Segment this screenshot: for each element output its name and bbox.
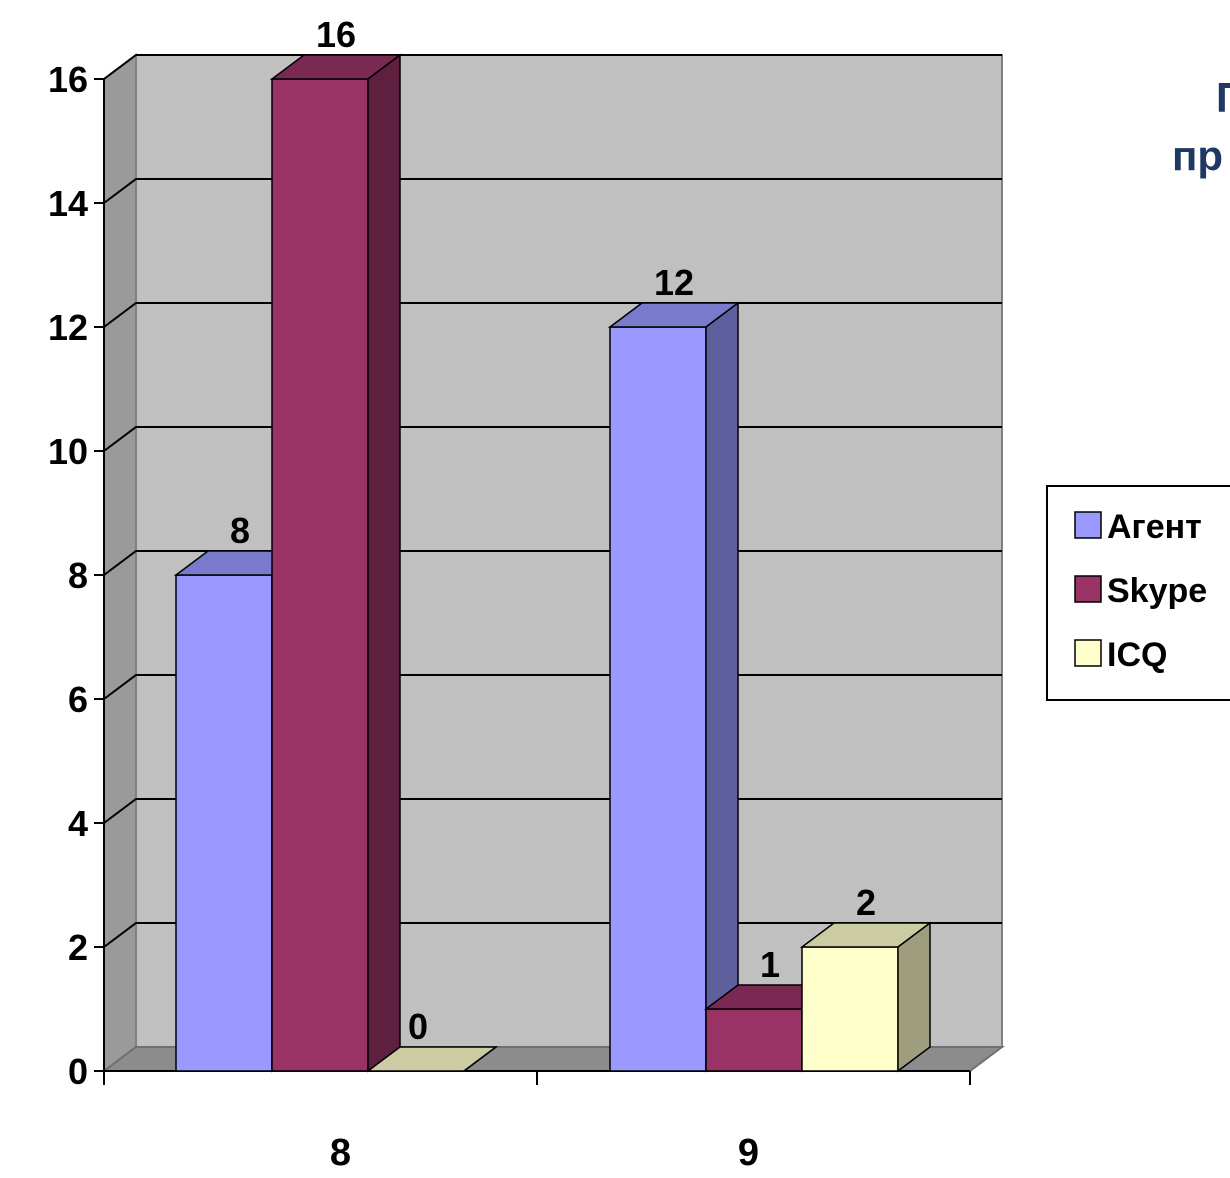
gridline <box>103 178 1002 204</box>
bar-side <box>897 921 931 1073</box>
bar-side <box>705 301 739 1073</box>
y-tick-label: 6 <box>68 679 88 720</box>
legend-swatch <box>1074 639 1102 667</box>
x-category-label: 9 <box>738 1132 759 1173</box>
y-tick-label: 14 <box>48 183 88 224</box>
title-fragment: пр <box>1172 132 1223 179</box>
bar-ICQ-9 <box>799 921 933 1073</box>
data-label: 0 <box>408 1006 428 1047</box>
y-tick-label: 16 <box>48 59 88 100</box>
bar-front <box>801 946 899 1072</box>
legend-label: Skype <box>1107 572 1207 610</box>
bar-Агент-9 <box>607 301 741 1073</box>
bar-front <box>271 78 369 1072</box>
data-label: 12 <box>654 262 694 303</box>
bar-Skype-8 <box>269 53 403 1073</box>
x-category-label: 8 <box>330 1132 351 1173</box>
gridline <box>103 54 1002 80</box>
legend: Агент Skype ICQ <box>1046 485 1230 701</box>
bar-side <box>367 53 401 1073</box>
bars <box>173 53 933 1073</box>
legend-label: ICQ <box>1107 636 1167 674</box>
data-label: 16 <box>316 14 356 55</box>
data-label: 2 <box>856 882 876 923</box>
legend-swatch <box>1074 511 1102 539</box>
chart-title: Ппр <box>1172 74 1230 179</box>
legend-swatch <box>1074 575 1102 603</box>
bar-side <box>463 1046 497 1072</box>
bar-front <box>609 326 707 1072</box>
y-tick-label: 2 <box>68 927 88 968</box>
y-tick-label: 8 <box>68 555 88 596</box>
title-fragment: П <box>1216 74 1230 121</box>
y-tick-label: 10 <box>48 431 88 472</box>
bar-front <box>705 1008 803 1072</box>
data-label: 8 <box>230 510 250 551</box>
y-tick-label: 12 <box>48 307 88 348</box>
bar-ICQ-8 <box>365 1046 499 1072</box>
bar-front <box>175 574 273 1072</box>
legend-label: Агент <box>1107 508 1202 546</box>
data-label: 1 <box>760 944 780 985</box>
y-tick-label: 4 <box>68 803 88 844</box>
y-tick-label: 0 <box>68 1051 88 1092</box>
